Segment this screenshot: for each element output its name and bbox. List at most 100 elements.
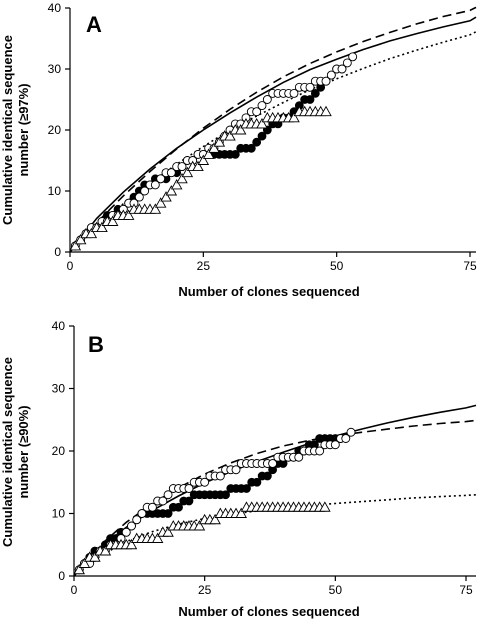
filled-circle-marker <box>262 471 272 481</box>
y-tick-label: 10 <box>52 507 66 521</box>
open-circle-marker <box>156 174 166 184</box>
y-axis-label-line-2: number (≥97%) <box>16 83 31 176</box>
open-circle-marker <box>158 496 168 506</box>
open-triangle-marker <box>99 545 112 556</box>
open-circle-marker <box>200 477 210 487</box>
y-tick-label: 30 <box>52 382 66 396</box>
open-circle-marker <box>257 101 267 111</box>
open-circle-marker <box>346 427 356 437</box>
open-circle-marker <box>289 88 299 98</box>
x-tick-label: 75 <box>459 583 473 597</box>
filled-circle-marker <box>242 484 251 493</box>
filled-circle-marker <box>246 143 256 153</box>
filled-circle-marker <box>163 509 173 518</box>
open-circle-marker <box>127 521 136 531</box>
filled-circle-marker <box>252 477 262 487</box>
open-triangle-marker <box>106 215 119 226</box>
y-axis-label-line-2: number (≥90%) <box>16 405 31 498</box>
x-tick-label: 0 <box>71 583 78 597</box>
open-circle-marker <box>305 82 315 92</box>
open-triangle-marker <box>165 185 178 196</box>
open-triangle-marker <box>224 130 236 141</box>
x-tick-label: 0 <box>67 259 74 273</box>
open-triangle-marker <box>96 221 108 233</box>
open-circle-marker <box>294 452 304 462</box>
open-triangle-marker <box>192 160 204 172</box>
open-circle-marker <box>137 509 147 518</box>
open-triangle-marker <box>154 197 167 208</box>
filled-circle-marker <box>174 502 183 512</box>
open-triangle-marker <box>320 105 332 117</box>
open-triangle-marker <box>256 117 268 129</box>
open-circle-marker <box>150 180 160 190</box>
open-circle-marker <box>342 58 352 68</box>
open-circle-marker <box>326 70 336 80</box>
open-triangle-marker <box>78 557 91 568</box>
x-axis-label: Number of clones sequenced <box>178 604 359 619</box>
panel-label: A <box>86 12 102 37</box>
fit-curve-solid <box>69 16 477 253</box>
open-triangle-marker <box>235 507 248 518</box>
open-circle-marker <box>348 52 358 62</box>
y-tick-label: 10 <box>48 184 62 198</box>
y-axis-label-line-1: Cumulative identical sequence <box>0 35 15 225</box>
panel-b: 0 25 50 75 0 10 20 30 40 B Number of clones sequ… <box>0 319 477 619</box>
x-tick-label: 25 <box>198 583 212 597</box>
y-tick-label: 0 <box>54 245 61 259</box>
open-triangle-marker <box>160 191 172 202</box>
open-triangle-marker <box>85 227 98 239</box>
fit-curve-dotted <box>73 494 477 577</box>
open-triangle-marker <box>176 172 188 184</box>
x-tick-label: 50 <box>330 259 344 273</box>
open-circle-marker <box>163 490 173 500</box>
open-triangle-marker <box>213 136 226 147</box>
y-tick-label: 30 <box>48 62 62 76</box>
x-axis-label: Number of clones sequenced <box>178 284 359 299</box>
filled-circle-marker <box>305 95 315 104</box>
open-triangle-marker <box>170 178 183 190</box>
filled-circle-marker <box>310 89 320 98</box>
open-circle-marker <box>134 192 144 202</box>
filled-circle-marker <box>230 149 240 159</box>
open-circle-marker <box>262 95 272 104</box>
open-circle-marker <box>184 484 194 493</box>
open-triangle-marker <box>234 124 247 135</box>
open-circle-marker <box>337 64 347 74</box>
fit-curve-dotted <box>69 31 477 253</box>
y-tick-label: 20 <box>48 123 62 137</box>
filled-circle-marker <box>184 496 194 506</box>
open-triangle-marker <box>69 239 82 251</box>
y-axis-label-line-1: Cumulative identical sequence <box>0 357 15 547</box>
open-circle-marker <box>315 446 325 456</box>
open-circle-marker <box>231 465 241 475</box>
open-triangle-marker <box>162 526 174 537</box>
x-tick-label: 75 <box>463 259 477 273</box>
open-triangle-marker <box>149 203 162 214</box>
open-circle-marker <box>177 162 187 172</box>
open-triangle-marker <box>151 532 164 543</box>
open-triangle-marker <box>89 551 101 562</box>
open-circle-marker <box>166 168 176 178</box>
open-circle-marker <box>252 107 262 117</box>
open-circle-marker <box>147 502 157 512</box>
open-triangle-marker <box>209 513 221 525</box>
open-circle-marker <box>268 459 278 468</box>
filled-circle-marker <box>257 131 267 141</box>
open-circle-marker <box>341 434 351 443</box>
fit-curve-dashed <box>69 6 477 253</box>
open-circle-marker <box>121 527 131 537</box>
filled-circle-marker <box>221 490 230 500</box>
open-circle-marker <box>215 471 225 481</box>
open-triangle-marker <box>74 233 87 245</box>
open-circle-marker <box>132 515 142 525</box>
open-triangle-marker <box>208 142 220 153</box>
open-circle-marker <box>321 76 331 86</box>
open-triangle-marker <box>197 154 210 165</box>
y-tick-label: 40 <box>48 1 62 15</box>
open-circle-marker <box>330 440 340 450</box>
open-triangle-marker <box>319 501 331 512</box>
open-triangle-marker <box>122 209 135 220</box>
open-triangle-marker <box>193 520 206 531</box>
open-triangle-marker <box>288 111 300 123</box>
